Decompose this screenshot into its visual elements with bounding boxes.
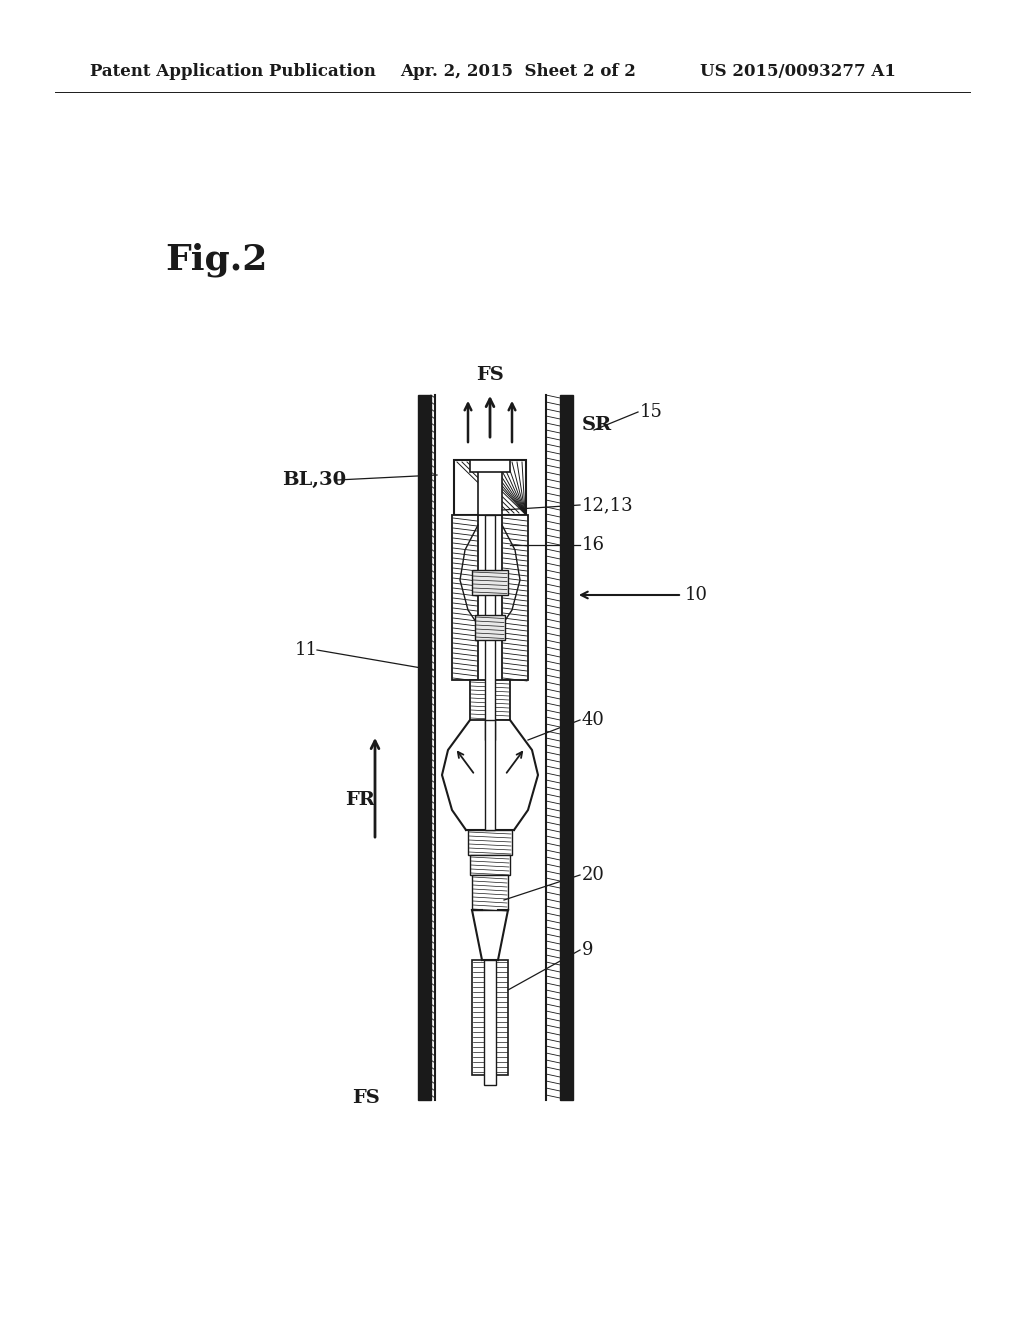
- Text: FS: FS: [352, 1089, 380, 1107]
- Bar: [475, 615, 505, 640]
- Text: 9: 9: [582, 941, 594, 960]
- Bar: [470, 459, 510, 473]
- Bar: [468, 830, 512, 855]
- Bar: [472, 875, 508, 909]
- Text: US 2015/0093277 A1: US 2015/0093277 A1: [700, 63, 896, 81]
- Text: Apr. 2, 2015  Sheet 2 of 2: Apr. 2, 2015 Sheet 2 of 2: [400, 63, 636, 81]
- Text: 12,13: 12,13: [582, 496, 634, 513]
- Bar: [502, 515, 528, 680]
- Text: 40: 40: [582, 711, 605, 729]
- Text: 16: 16: [582, 536, 605, 554]
- Bar: [452, 515, 478, 680]
- Bar: [470, 855, 510, 875]
- Text: FR: FR: [345, 791, 375, 809]
- Text: Patent Application Publication: Patent Application Publication: [90, 63, 376, 81]
- Bar: [485, 719, 495, 830]
- Text: 15: 15: [640, 403, 663, 421]
- Text: FS: FS: [476, 366, 504, 384]
- Bar: [472, 960, 508, 1074]
- Text: SR: SR: [582, 416, 612, 434]
- Bar: [560, 395, 573, 1100]
- Text: 11: 11: [295, 642, 318, 659]
- Bar: [454, 459, 526, 515]
- Bar: [485, 515, 495, 741]
- Bar: [418, 395, 431, 1100]
- Bar: [478, 459, 502, 515]
- Bar: [470, 680, 510, 719]
- Text: Fig.2: Fig.2: [165, 243, 267, 277]
- Bar: [484, 960, 496, 1085]
- Bar: [472, 570, 508, 595]
- Text: 10: 10: [685, 586, 708, 605]
- Text: 20: 20: [582, 866, 605, 884]
- Text: BL,30: BL,30: [282, 471, 346, 488]
